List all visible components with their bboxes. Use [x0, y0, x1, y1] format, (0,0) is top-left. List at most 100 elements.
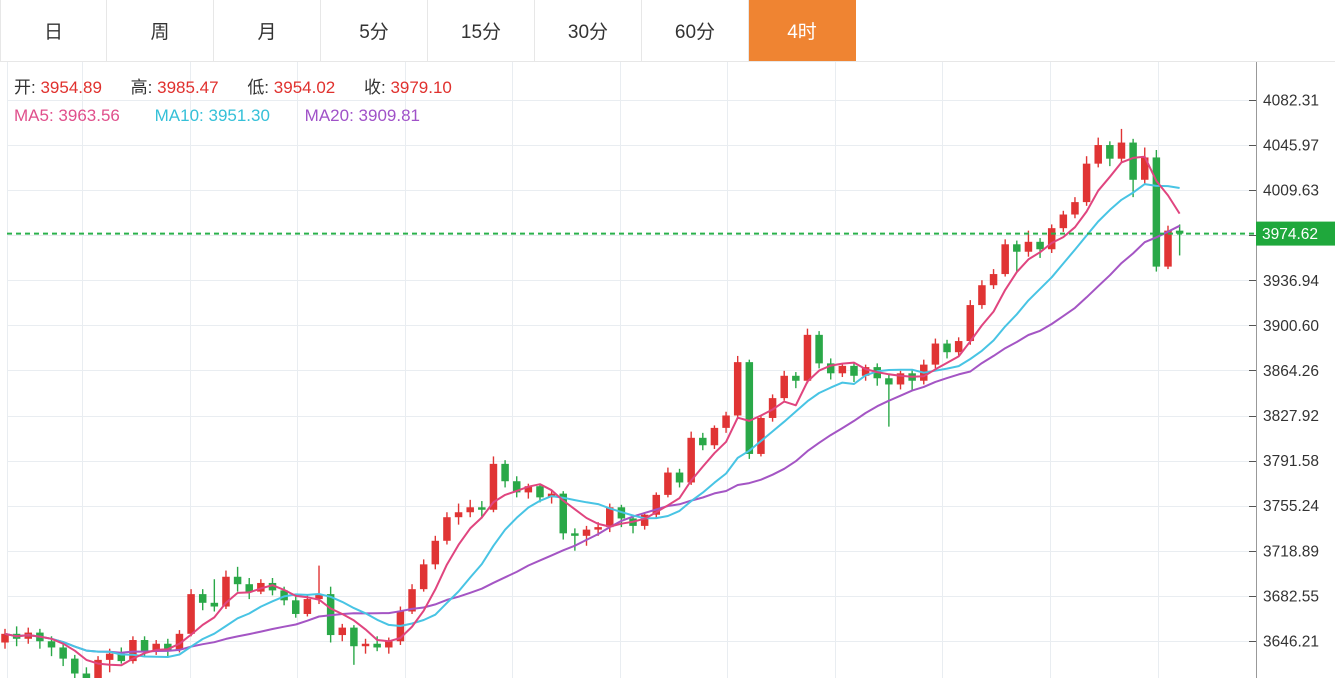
candle-up	[606, 507, 614, 528]
tab-30min-label: 30分	[567, 22, 609, 43]
tab-30min[interactable]: 30分	[535, 0, 642, 61]
candle-up	[687, 437, 695, 483]
candle-up	[94, 659, 102, 678]
candle-up	[1094, 145, 1102, 164]
interval-tabbar: 日 周 月 5分 15分 30分 60分 4时	[0, 0, 1335, 62]
candle-up	[978, 285, 986, 306]
candle-down	[1152, 157, 1161, 267]
candle-down	[501, 463, 509, 482]
axis-labels: 4082.31 4045.97 4009.63 3936.94 3900.60 3864.…	[1263, 93, 1319, 651]
candle-up	[1164, 230, 1172, 267]
candle-down	[478, 507, 486, 510]
axis-label: 3791.58	[1263, 453, 1319, 470]
axis-label: 3682.55	[1263, 588, 1319, 605]
candle-up	[187, 594, 195, 634]
tab-week[interactable]: 周	[107, 0, 214, 61]
candle-up	[722, 415, 730, 428]
candle-down	[1036, 241, 1044, 250]
candle-down	[1013, 244, 1021, 252]
candle-up	[1, 633, 9, 643]
candle-down	[943, 343, 951, 353]
tab-15min[interactable]: 15分	[428, 0, 535, 61]
candle-up	[1117, 142, 1126, 159]
candle-up	[1059, 214, 1068, 229]
candle-down	[268, 582, 277, 591]
candle-down	[350, 627, 358, 647]
axis-ticks	[1249, 100, 1256, 642]
tab-day[interactable]: 日	[0, 0, 107, 61]
candle-up	[408, 589, 416, 612]
candle-up	[768, 398, 777, 418]
candle-up	[454, 512, 463, 518]
candle-down	[210, 602, 219, 607]
candle-down	[82, 673, 91, 678]
candle-up	[640, 514, 649, 526]
axis-label: 3718.89	[1263, 543, 1319, 560]
candle-down	[164, 643, 172, 650]
candle-down	[47, 641, 56, 648]
candle-down	[373, 643, 381, 648]
ma5-line	[4, 155, 1181, 667]
candle-up	[338, 627, 347, 636]
candle-down	[245, 584, 253, 592]
axis-label: 3646.21	[1263, 634, 1319, 651]
candle-up	[931, 343, 940, 365]
candle-up	[710, 427, 719, 446]
ma10-line	[4, 183, 1180, 658]
ma20-line	[4, 224, 1181, 654]
candle-down	[885, 378, 893, 385]
horizontal-gridlines	[7, 100, 1256, 642]
candle-up	[431, 540, 440, 565]
candle-down	[745, 362, 754, 454]
axis-label: 3827.92	[1263, 408, 1319, 425]
candle-down	[536, 486, 544, 498]
candle-down	[198, 594, 207, 603]
candle-down	[1175, 230, 1184, 234]
candle-down	[117, 653, 126, 662]
tab-day-label: 日	[43, 22, 63, 43]
candle-down	[1106, 145, 1114, 159]
candle-up	[524, 486, 533, 493]
candle-up	[582, 529, 591, 536]
candle-down	[280, 590, 288, 601]
candle-up	[303, 599, 312, 614]
candle-up	[757, 417, 765, 454]
candle-up	[257, 582, 265, 592]
tab-4hour[interactable]: 4时	[749, 0, 856, 61]
candle-up	[1082, 163, 1091, 203]
candle-up	[105, 653, 114, 660]
candle-down	[559, 493, 567, 534]
candle-up	[152, 643, 160, 652]
candle-down	[792, 375, 800, 381]
axis-label: 3936.94	[1263, 273, 1319, 290]
axis-label: 4009.63	[1263, 183, 1319, 200]
candle-down	[512, 481, 521, 493]
axis-label: 3900.60	[1263, 318, 1319, 335]
candle-down	[233, 576, 242, 585]
tab-15min-label: 15分	[460, 22, 502, 43]
candle-down	[59, 647, 67, 659]
candle-up	[385, 641, 393, 648]
candle-up	[489, 463, 498, 510]
candle-up	[896, 373, 905, 385]
tab-4hour-label: 4时	[787, 22, 817, 43]
candle-up	[652, 494, 661, 515]
candle-up	[1024, 241, 1033, 252]
candle-down	[71, 658, 79, 674]
axis-label: 4045.97	[1263, 138, 1319, 155]
current-price-badge	[1256, 221, 1335, 246]
candle-up	[1140, 157, 1149, 180]
candle-up	[361, 643, 370, 647]
tab-month-label: 月	[257, 22, 277, 43]
tab-month[interactable]: 月	[214, 0, 321, 61]
candle-up	[803, 334, 812, 381]
tab-5min[interactable]: 5分	[321, 0, 428, 61]
candle-up	[989, 274, 998, 286]
candle-up	[419, 564, 428, 590]
candle-down	[675, 472, 684, 483]
tab-60min[interactable]: 60分	[642, 0, 749, 61]
candle-up	[1001, 244, 1009, 275]
tab-5min-label: 5分	[359, 22, 389, 43]
candle-up	[733, 362, 742, 416]
